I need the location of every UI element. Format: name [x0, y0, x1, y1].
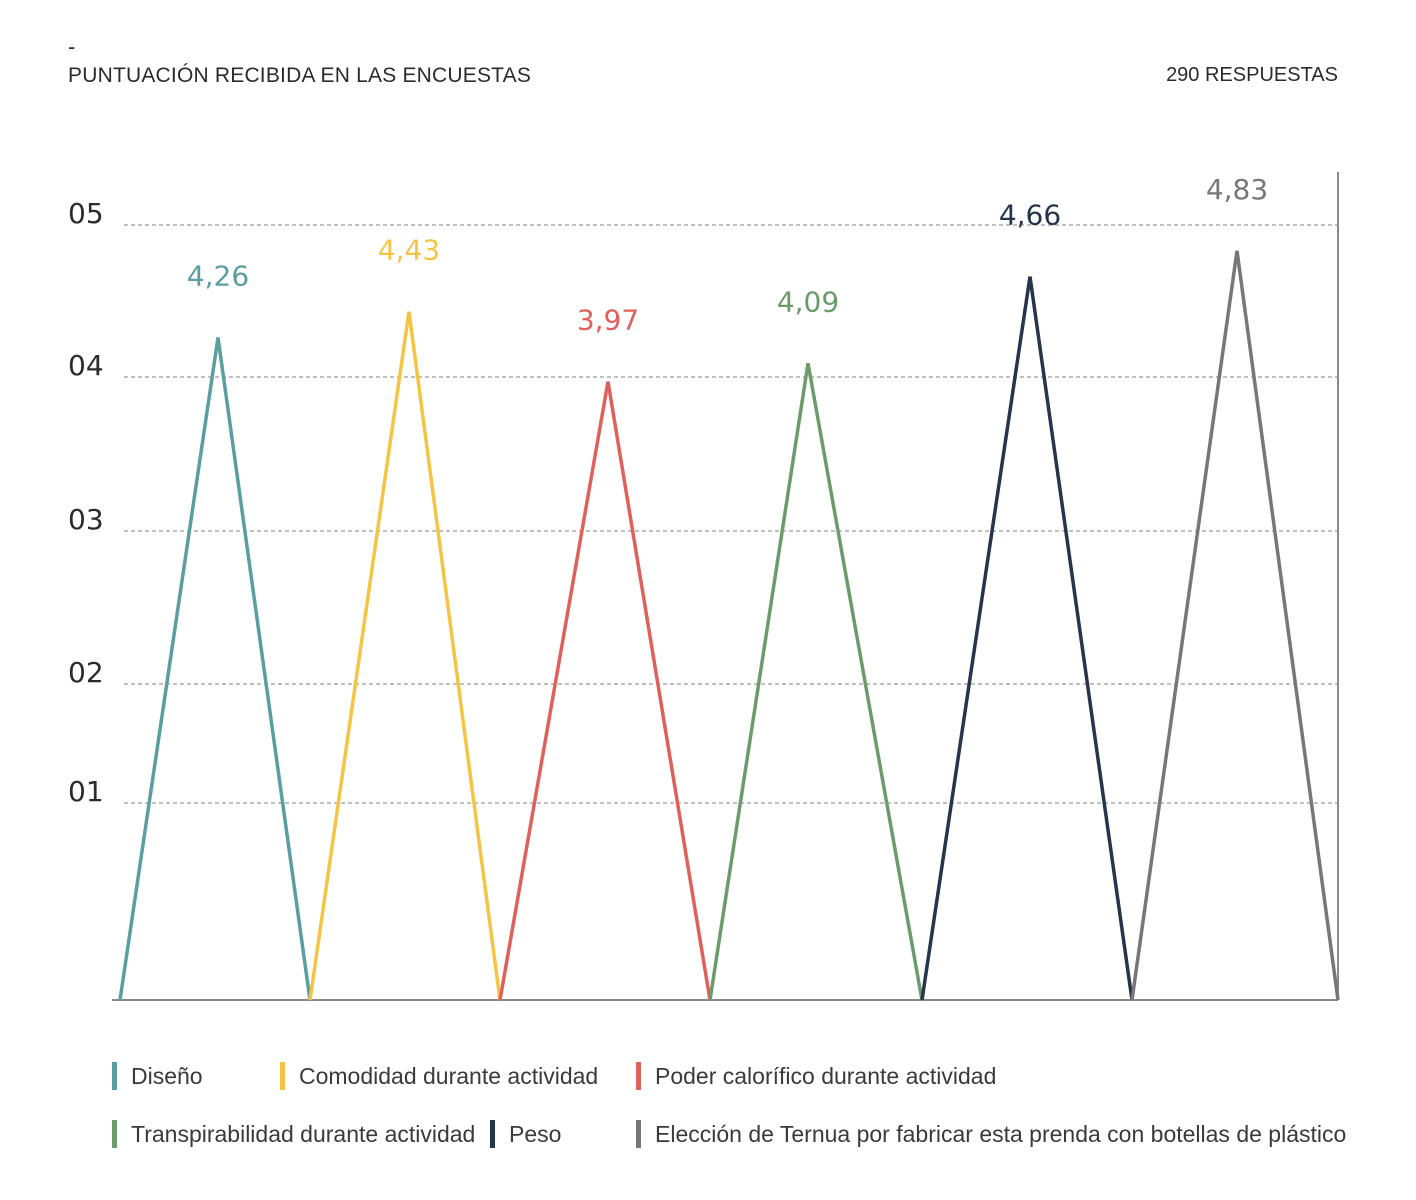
legend-item: Comodidad durante actividad [280, 1062, 598, 1090]
series-line-6 [1130, 250, 1340, 1001]
legend-swatch [490, 1120, 495, 1148]
series-line-2 [308, 311, 502, 1001]
legend-item: Elección de Ternua por fabricar esta pre… [636, 1120, 1346, 1148]
y-tick-label: 04 [68, 349, 104, 382]
legend-label: Transpirabilidad durante actividad [131, 1120, 476, 1147]
y-tick-label: 03 [68, 503, 104, 536]
data-label-4: 4,09 [777, 285, 839, 318]
data-label-1: 4,26 [187, 259, 249, 292]
data-label-2: 4,43 [378, 234, 440, 267]
legend-swatch [636, 1062, 641, 1090]
series-line-5 [920, 276, 1134, 1001]
y-tick-label: 01 [68, 775, 104, 808]
data-label-5: 4,66 [999, 199, 1061, 232]
legend-item: Transpirabilidad durante actividad [112, 1120, 475, 1148]
legend-swatch [280, 1062, 285, 1090]
data-label-6: 4,83 [1206, 173, 1268, 206]
series-line-1 [118, 337, 312, 1001]
legend-item: Diseño [112, 1062, 203, 1090]
legend-item: Peso [490, 1120, 561, 1148]
series-line-3 [498, 381, 712, 1001]
legend-label: Diseño [131, 1062, 203, 1089]
chart-title: PUNTUACIÓN RECIBIDA EN LAS ENCUESTAS [68, 64, 532, 87]
y-tick-label: 05 [68, 197, 104, 230]
legend-item: Poder calorífico durante actividad [636, 1062, 996, 1090]
legend-swatch [112, 1062, 117, 1090]
data-label-3: 3,97 [577, 304, 639, 337]
responses-count: 290 RESPUESTAS [1166, 64, 1338, 86]
series-line-4 [708, 363, 924, 1001]
legend-label: Comodidad durante actividad [299, 1062, 599, 1089]
y-tick-label: 02 [68, 656, 104, 689]
header-dash: - [68, 34, 76, 59]
legend-label: Peso [509, 1120, 562, 1147]
legend-swatch [112, 1120, 117, 1148]
legend-swatch [636, 1120, 641, 1148]
legend-label: Elección de Ternua por fabricar esta pre… [655, 1120, 1347, 1147]
legend-label: Poder calorífico durante actividad [655, 1062, 997, 1089]
